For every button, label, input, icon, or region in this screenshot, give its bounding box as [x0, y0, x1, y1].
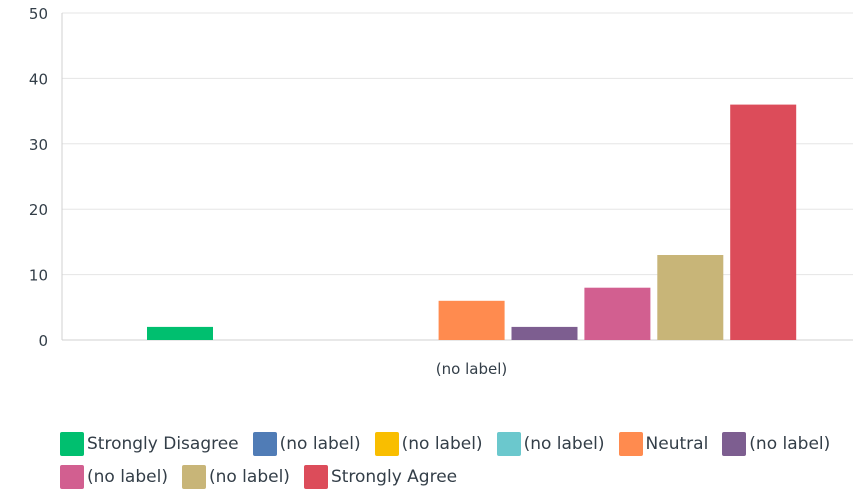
legend-swatch: [252, 432, 277, 456]
legend-swatch: [303, 465, 328, 489]
y-tick-label: 50: [29, 5, 48, 23]
bars: [147, 104, 797, 340]
y-tick-label: 10: [29, 267, 48, 285]
bar[interactable]: [511, 326, 578, 340]
legend-item[interactable]: (no label): [181, 465, 290, 489]
legend-label: Strongly Disagree: [87, 434, 239, 454]
legend-swatch: [496, 432, 521, 456]
y-tick-label: 0: [38, 332, 48, 350]
legend-item[interactable]: (no label): [252, 432, 361, 456]
legend-label: (no label): [749, 434, 831, 454]
bar[interactable]: [147, 326, 213, 340]
legend-item[interactable]: Neutral: [618, 432, 709, 456]
legend-item[interactable]: Strongly Agree: [303, 465, 458, 489]
y-axis-ticks: 0 10 20 30 40 50: [29, 5, 48, 350]
legend-swatch: [60, 432, 84, 456]
y-tick-label: 30: [29, 136, 48, 154]
bar[interactable]: [730, 104, 797, 340]
legend-item[interactable]: (no label): [60, 465, 168, 489]
y-tick-label: 20: [29, 201, 48, 219]
x-tick-label: (no label): [436, 360, 507, 378]
legend-item[interactable]: (no label): [374, 432, 483, 456]
x-axis-ticks: (no label): [436, 360, 507, 378]
y-tick-label: 40: [29, 70, 48, 88]
legend-item[interactable]: (no label): [496, 432, 605, 456]
legend-item[interactable]: Strongly Disagree: [60, 432, 239, 456]
legend-label: Neutral: [645, 434, 709, 454]
legend-label: (no label): [523, 434, 605, 454]
bar[interactable]: [438, 300, 505, 340]
legend-swatch: [374, 432, 399, 456]
legend-label: Strongly Agree: [330, 467, 458, 487]
legend-item[interactable]: (no label): [722, 432, 830, 456]
legend: Strongly Disagree (no label) (no label) (no…: [60, 432, 850, 489]
legend-label: (no label): [279, 434, 361, 454]
legend-swatch: [181, 465, 206, 489]
legend-swatch: [722, 432, 747, 456]
legend-label: (no label): [401, 434, 483, 454]
legend-label: (no label): [87, 467, 168, 487]
legend-swatch: [60, 465, 84, 489]
legend-label: (no label): [208, 467, 290, 487]
legend-swatch: [618, 432, 643, 456]
bar-chart: 0 10 20 30 40 50 (no label): [29, 5, 853, 378]
bar[interactable]: [657, 255, 724, 340]
bar[interactable]: [584, 287, 651, 340]
